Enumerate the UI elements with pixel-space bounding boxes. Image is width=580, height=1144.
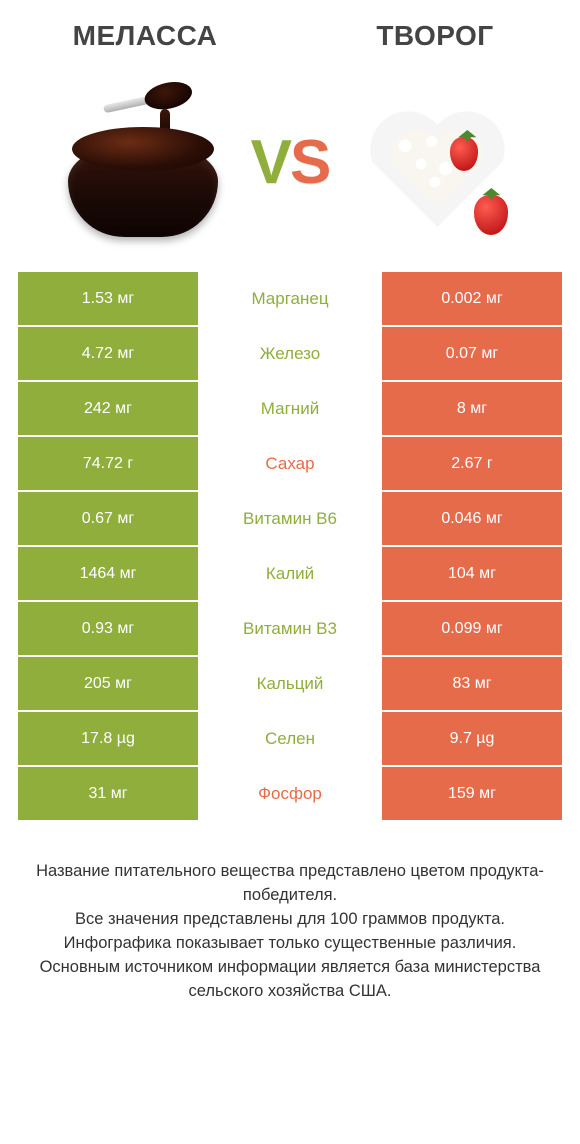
footer-notes: Название питательного вещества представл…	[26, 860, 554, 1004]
table-row: 4.72 мгЖелезо0.07 мг	[18, 327, 562, 380]
header-right: ТВОРОГ	[290, 20, 580, 52]
header: МЕЛАССА ТВОРОГ	[0, 0, 580, 62]
nutrient-label: Кальций	[198, 657, 382, 710]
nutrient-label: Витамин B3	[198, 602, 382, 655]
header-left: МЕЛАССА	[0, 20, 290, 52]
left-value-cell: 17.8 µg	[18, 712, 198, 765]
left-value-cell: 205 мг	[18, 657, 198, 710]
nutrient-label: Селен	[198, 712, 382, 765]
nutrient-label: Витамин B6	[198, 492, 382, 545]
right-value-cell: 0.002 мг	[382, 272, 562, 325]
right-value-cell: 0.07 мг	[382, 327, 562, 380]
right-value-cell: 159 мг	[382, 767, 562, 820]
table-row: 1.53 мгМарганец0.002 мг	[18, 272, 562, 325]
right-value-cell: 0.099 мг	[382, 602, 562, 655]
food-image-right	[337, 72, 537, 252]
right-value-cell: 104 мг	[382, 547, 562, 600]
left-value-cell: 1464 мг	[18, 547, 198, 600]
table-row: 205 мгКальций83 мг	[18, 657, 562, 710]
images-row: VS	[0, 62, 580, 272]
left-value-cell: 242 мг	[18, 382, 198, 435]
table-row: 242 мгМагний8 мг	[18, 382, 562, 435]
title-left: МЕЛАССА	[0, 20, 290, 52]
left-value-cell: 1.53 мг	[18, 272, 198, 325]
footer-line: Все значения представлены для 100 граммо…	[26, 908, 554, 932]
left-value-cell: 0.93 мг	[18, 602, 198, 655]
title-right: ТВОРОГ	[290, 20, 580, 52]
left-value-cell: 4.72 мг	[18, 327, 198, 380]
table-row: 17.8 µgСелен9.7 µg	[18, 712, 562, 765]
nutrient-label: Железо	[198, 327, 382, 380]
comparison-table: 1.53 мгМарганец0.002 мг4.72 мгЖелезо0.07…	[18, 272, 562, 820]
nutrient-label: Сахар	[198, 437, 382, 490]
right-value-cell: 9.7 µg	[382, 712, 562, 765]
cottage-cheese-illustration	[352, 87, 522, 237]
footer-line: Инфографика показывает только существенн…	[26, 932, 554, 956]
molasses-illustration	[58, 87, 228, 237]
right-value-cell: 2.67 г	[382, 437, 562, 490]
footer-line: Основным источником информации является …	[26, 956, 554, 1004]
nutrient-label: Марганец	[198, 272, 382, 325]
table-row: 31 мгФосфор159 мг	[18, 767, 562, 820]
left-value-cell: 74.72 г	[18, 437, 198, 490]
right-value-cell: 0.046 мг	[382, 492, 562, 545]
table-row: 0.67 мгВитамин B60.046 мг	[18, 492, 562, 545]
nutrient-label: Магний	[198, 382, 382, 435]
right-value-cell: 8 мг	[382, 382, 562, 435]
nutrient-label: Калий	[198, 547, 382, 600]
right-value-cell: 83 мг	[382, 657, 562, 710]
left-value-cell: 31 мг	[18, 767, 198, 820]
table-row: 74.72 гСахар2.67 г	[18, 437, 562, 490]
left-value-cell: 0.67 мг	[18, 492, 198, 545]
table-row: 0.93 мгВитамин B30.099 мг	[18, 602, 562, 655]
food-image-left	[43, 72, 243, 252]
footer-line: Название питательного вещества представл…	[26, 860, 554, 908]
nutrient-label: Фосфор	[198, 767, 382, 820]
table-row: 1464 мгКалий104 мг	[18, 547, 562, 600]
vs-label: VS	[243, 127, 338, 198]
